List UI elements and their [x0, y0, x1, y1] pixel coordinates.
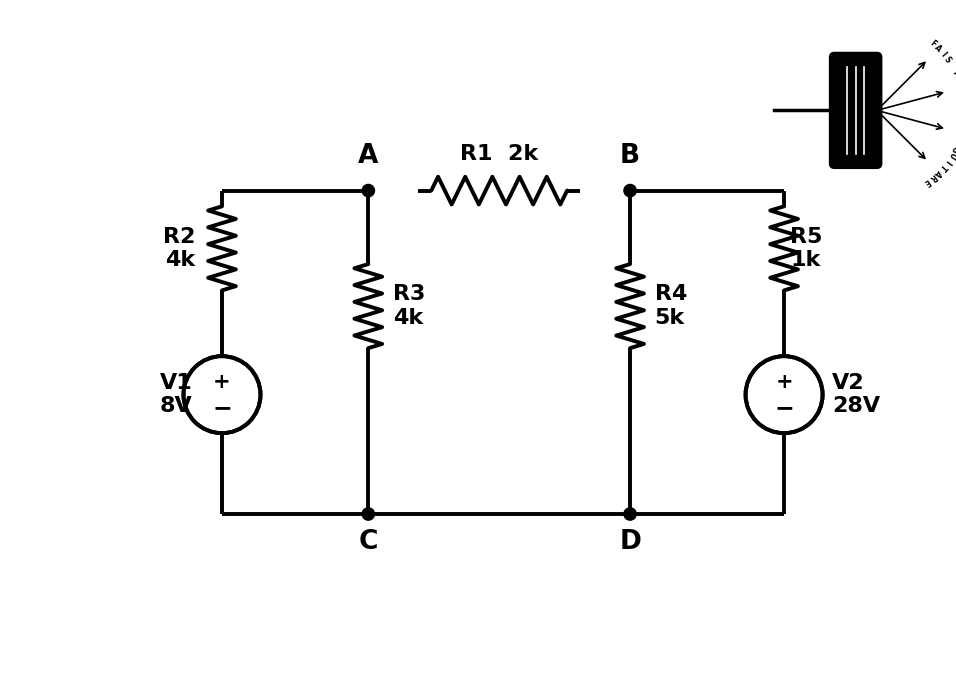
Text: F: F: [928, 39, 938, 49]
Text: V1
8V: V1 8V: [160, 373, 193, 416]
Text: R4
5k: R4 5k: [655, 284, 687, 328]
Circle shape: [624, 508, 637, 520]
Text: R: R: [927, 172, 938, 183]
Text: U: U: [945, 150, 956, 160]
Text: A: A: [933, 43, 944, 54]
Text: B: B: [620, 143, 641, 169]
Circle shape: [362, 508, 375, 520]
Text: C: C: [358, 529, 378, 555]
Text: R5
1k: R5 1k: [791, 227, 822, 270]
Circle shape: [362, 184, 375, 197]
Text: G: G: [949, 144, 956, 154]
Text: R3
4k: R3 4k: [393, 284, 425, 328]
Text: −: −: [212, 396, 232, 420]
Text: A: A: [358, 143, 379, 169]
Circle shape: [624, 184, 637, 197]
Text: T: T: [938, 162, 948, 172]
Text: I: I: [943, 157, 952, 165]
Text: R2
4k: R2 4k: [163, 227, 195, 270]
FancyBboxPatch shape: [830, 52, 881, 168]
Text: +: +: [213, 371, 230, 391]
Text: R1  2k: R1 2k: [460, 144, 538, 164]
Text: S: S: [955, 132, 956, 139]
Text: −: −: [774, 396, 794, 420]
Text: T: T: [949, 68, 956, 77]
Circle shape: [185, 358, 258, 431]
Text: D: D: [619, 529, 641, 555]
Text: A: A: [933, 167, 944, 177]
Text: +: +: [775, 371, 793, 391]
Text: E: E: [953, 75, 956, 83]
Text: I: I: [939, 50, 947, 58]
Text: V2
28V: V2 28V: [832, 373, 880, 416]
Circle shape: [748, 358, 820, 431]
Text: E: E: [922, 177, 931, 187]
Text: S: S: [943, 55, 953, 64]
